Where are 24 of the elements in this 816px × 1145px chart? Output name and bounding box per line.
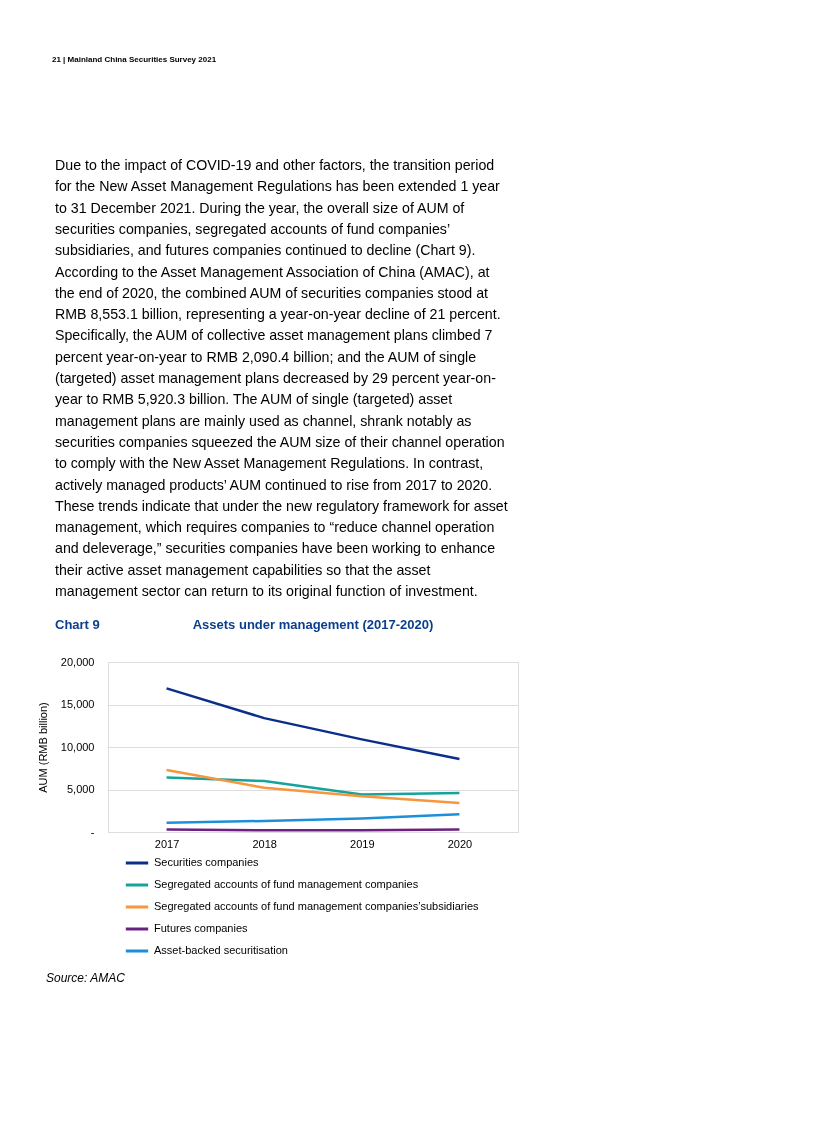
- source-note: Source: AMAC: [46, 971, 126, 985]
- legend-label: Futures companies: [154, 922, 249, 934]
- x-tick-label: 2019: [350, 837, 375, 850]
- line-series: [165, 768, 461, 805]
- x-tick-label: 2018: [252, 837, 277, 850]
- legend-label: Segregated accounts of fund management companies’subsidiaries: [154, 900, 479, 912]
- y-tick-label: 20,000: [60, 655, 95, 668]
- line-series: [165, 812, 461, 824]
- y-tick-label: 15,000: [60, 698, 95, 710]
- y-axis-title: AUM (RMB billion): [36, 702, 49, 793]
- chart-title: Assets under management (2017-2020): [192, 617, 434, 632]
- text: 21 | Mainland China Securities Survey 2021: [52, 55, 217, 64]
- x-tick-label: 2020: [447, 837, 473, 850]
- legend-label: Segregated accounts of fund management companies: [154, 878, 419, 890]
- text: Due to the impact of COVID-19 and other factors, the transition period for the New Asset Management Regulations has been extended 1 year to 31 December 2021. During the year, the overall size of AUM of securities companies, segregated accounts of fund companies’ subsidiaries, and futures companies continued to decline (Chart 9). According to the Asset Management Association of China (AMAC), at the end of 2020, the combined AUM of securities companies stood at RMB 8,553.1 billion, representing a year-on-year decline of 21 percent. Specifically, the AUM of collective asset management plans climbed 7 percent year-on-year to RMB 2,090.4 billion; and the AUM of single (targeted) asset management plans decreased by 29 percent year-on- year to RMB 5,920.3 billion. The AUM of single (targeted) asset management plans are mainly used as channel, shrank notably as securities companies squeezed the AUM size of their channel operation to comply with the New Asset Management Regulations. In contrast, actively managed products’ AUM continued to rise from 2017 to 2020. These trends indicate that under the new regulatory framework for asset management, which requires companies to “reduce channel operation and deleverage,” securities companies have been working to enhance their active asset management capabilities so that the asset management sector can return to its original function of investment.: [55, 157, 508, 599]
- y-tick-label: 5,000: [66, 783, 95, 795]
- y-tick-label: 10,000: [60, 740, 95, 753]
- legend-label: Asset-backed securitisation: [154, 944, 288, 956]
- legend-label: Securities companies: [154, 856, 260, 868]
- line-series: [165, 687, 461, 761]
- chart-subtitle: Chart 9: [55, 617, 100, 632]
- y-tick-label: -: [90, 825, 95, 838]
- x-tick-label: 2017: [154, 837, 180, 850]
- line-series: [165, 776, 461, 796]
